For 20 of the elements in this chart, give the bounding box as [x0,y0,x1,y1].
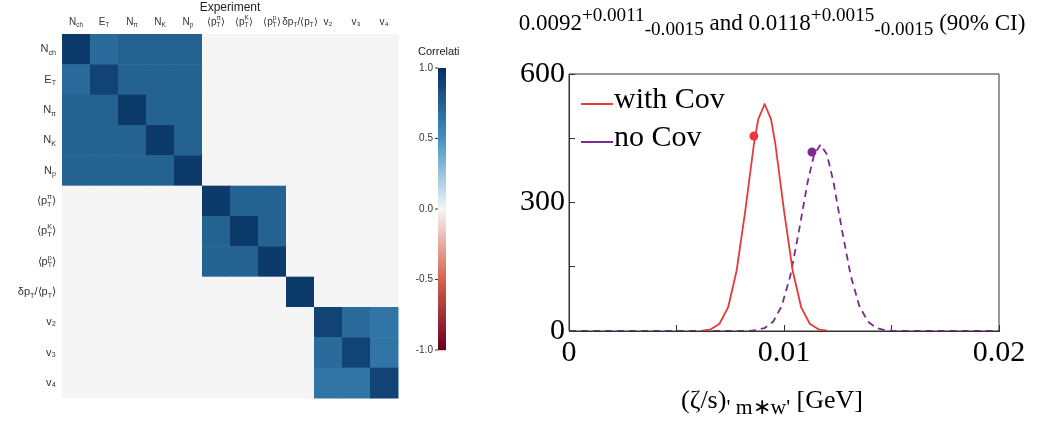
legend-label: no Cov [614,118,702,152]
x-tick-label: v₃ [351,15,361,27]
color-bar-label: -0.5 [415,273,434,285]
x-axis-title: (ζ/s)$_{' m∗w'}$ [GeV] [679,385,865,421]
y-tick-label: v₂ [46,315,57,328]
color-bar-label: 0.0 [419,202,434,214]
color-bar-label: 0.5 [419,132,434,144]
chart-title: Experiment [199,0,262,15]
y-tick-label: 300 [520,183,565,217]
color-bar-title: Correlati [418,45,460,58]
x-tick-label: 0.01 [757,333,811,367]
chart-title: 0.0092$^{+0.0011}$$_{-0.0015}$ and 0.0118$^{+0.0015}$$_{-0.0015}$ (90% CI) [517,4,1027,41]
x-tick-label: 0.02 [972,333,1026,367]
color-bar-label: 1.0 [419,61,434,73]
x-tick-label: v₄ [379,15,389,27]
color-bar-label: -1.0 [415,343,434,355]
y-tick-label: 600 [520,54,565,88]
x-tick-label: v₂ [323,15,333,27]
y-tick-label: v₄ [46,375,57,388]
legend-label: with Cov [614,80,725,114]
